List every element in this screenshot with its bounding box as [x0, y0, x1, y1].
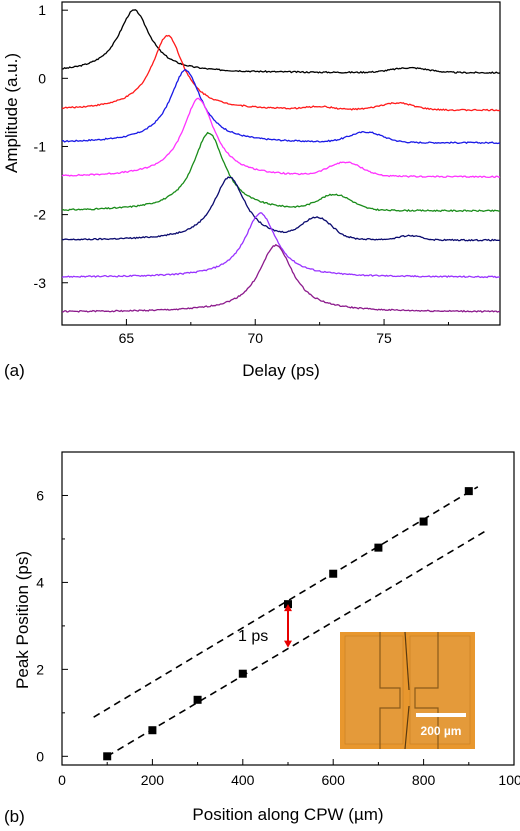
- inset-scale-bar-label: 200 µm: [421, 724, 462, 738]
- inset-waveguide: [379, 632, 401, 749]
- a-x-tick-label-65: 65: [119, 330, 135, 346]
- trace-8: [61, 243, 501, 313]
- arrow-head-up: [284, 604, 292, 612]
- a-y-tick-label-1: 0: [38, 70, 46, 86]
- fit-line-1: [93, 486, 479, 718]
- b-x-tick-label-0: 0: [58, 772, 66, 788]
- a-x-tick-label-75: 75: [376, 330, 392, 346]
- panel-b-label: (b): [4, 807, 25, 826]
- data-point-3: [193, 695, 202, 704]
- data-point-4: [238, 669, 247, 678]
- b-y-tick-label-6: 6: [36, 487, 44, 503]
- panel-a-label: (a): [4, 361, 25, 380]
- panel-a-y-axis-label: Amplitude (a.u.): [2, 53, 21, 173]
- a-y-tick-label-0: 1: [38, 2, 46, 18]
- b-y-tick-label-2: 2: [36, 661, 44, 677]
- b-y-tick-label-4: 4: [36, 574, 44, 590]
- trace-6: [61, 176, 501, 242]
- data-point-6: [329, 569, 338, 578]
- panel-a: 65 70 75 1 0 -1 -2 -3 Delay (ps) Amplitude (a.…: [2, 1, 501, 380]
- b-x-tick-label-800: 800: [412, 772, 436, 788]
- panel-a-curves: [61, 9, 501, 313]
- panel-a-y-ticks: 1 0 -1 -2 -3: [34, 2, 68, 291]
- b-y-tick-label-0: 0: [36, 748, 44, 764]
- trace-5: [61, 131, 501, 213]
- data-point-2: [148, 726, 157, 735]
- panel-a-x-axis-label: Delay (ps): [242, 361, 319, 380]
- fit-line-2: [106, 529, 488, 757]
- inset-right-pad: [409, 635, 471, 745]
- panel-a-frame: [61, 1, 501, 326]
- inset-probe-line-lower: [404, 705, 410, 750]
- panel-b-y-ticks: 0 2 4 6: [36, 487, 68, 764]
- a-y-tick-label-3: -2: [34, 207, 47, 223]
- data-point-1: [103, 752, 112, 761]
- trace-4: [61, 97, 501, 179]
- data-point-8: [419, 517, 428, 526]
- panel-b-x-axis-label: Position along CPW (µm): [192, 805, 383, 824]
- data-point-9: [464, 487, 473, 496]
- panel-b-fit-lines: [93, 486, 488, 757]
- inset-micrograph: 200 µm: [340, 631, 475, 750]
- a-y-tick-label-4: -3: [34, 275, 47, 291]
- trace-1: [61, 9, 501, 75]
- arrow-head-down: [284, 640, 292, 648]
- trace-7: [61, 212, 501, 279]
- inset-scale-bar: [416, 713, 466, 717]
- panel-b-arrow: [284, 604, 292, 648]
- a-y-tick-label-2: -1: [34, 138, 47, 154]
- inset-probe-line: [404, 631, 410, 691]
- trace-3: [61, 69, 501, 145]
- b-x-tick-label-200: 200: [141, 772, 165, 788]
- trace-2: [61, 34, 501, 112]
- data-point-7: [374, 543, 383, 552]
- panel-a-x-ticks: 65 70 75: [61, 319, 449, 346]
- b-x-tick-label-600: 600: [322, 772, 346, 788]
- arrow-label: 1 ps: [238, 628, 268, 645]
- panel-b-y-axis-label: Peak Position (ps): [13, 551, 32, 689]
- a-x-tick-label-70: 70: [247, 330, 263, 346]
- b-x-tick-label-400: 400: [231, 772, 255, 788]
- inset-left-pad: [344, 635, 404, 745]
